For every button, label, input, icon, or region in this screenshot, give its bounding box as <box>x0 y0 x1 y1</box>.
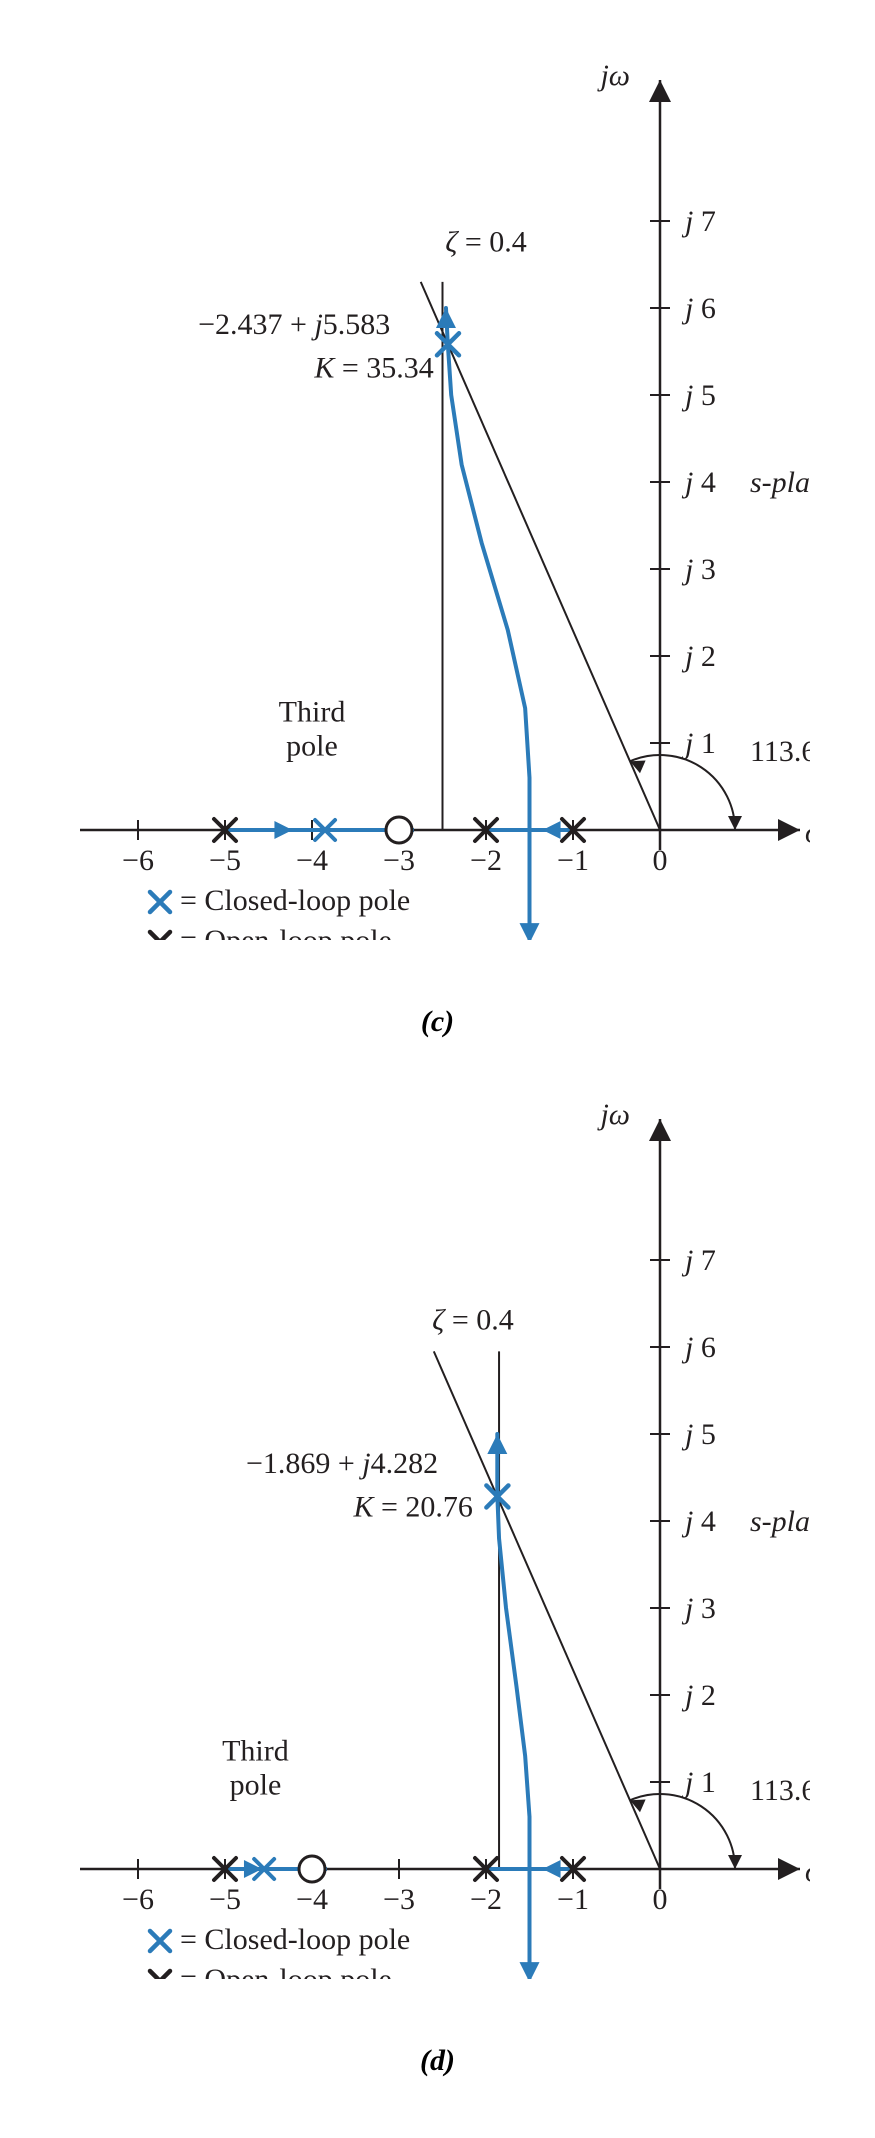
svg-text:−3: −3 <box>383 1883 415 1916</box>
svg-text:σ: σ <box>805 816 810 849</box>
svg-text:j 4: j 4 <box>681 466 716 499</box>
s-plane-label: s-plane <box>750 466 810 499</box>
svg-text:−1: −1 <box>557 1883 589 1916</box>
third-pole-label: Third <box>279 695 346 728</box>
svg-text:−3: −3 <box>383 844 415 877</box>
svg-text:−4: −4 <box>296 844 328 877</box>
svg-text:j 3: j 3 <box>681 553 716 586</box>
svg-text:j 2: j 2 <box>681 640 716 673</box>
third-pole-label: pole <box>286 729 338 762</box>
svg-text:0: 0 <box>653 844 668 877</box>
svg-text:j 1: j 1 <box>681 727 716 760</box>
svg-text:jω: jω <box>596 59 630 92</box>
svg-text:j 4: j 4 <box>681 1505 716 1538</box>
plot-panel-d: −6 −5 −4 −3 −2 −1 0 j 1 j 2 j 3 j 4 j 5 j 6 j 7 σ jω s-p… <box>20 1079 855 1984</box>
svg-text:−6: −6 <box>122 1883 154 1916</box>
closed-pole-coord-label: −2.437 + j5.583 <box>198 308 390 341</box>
svg-text:j 5: j 5 <box>681 1418 716 1451</box>
caption: (c) <box>20 1005 855 1039</box>
svg-text:= Closed-loop pole: = Closed-loop pole <box>180 1923 410 1956</box>
axes: −6 −5 −4 −3 −2 −1 0 j 1 j 2 j 3 j 4 j 5 j 6 j 7 σ jω s-p… <box>80 59 810 877</box>
root-locus-plot: −6 −5 −4 −3 −2 −1 0 j 1 j 2 j 3 j 4 j 5 j 6 j 7 σ jω s-p… <box>20 1079 810 1979</box>
zeta-line <box>434 1351 660 1869</box>
angle-arc <box>630 1794 735 1869</box>
zero-marker <box>299 1856 325 1882</box>
zeta-line <box>421 282 660 830</box>
gain-label: K = 20.76 <box>353 1491 473 1524</box>
svg-text:j 2: j 2 <box>681 1679 716 1712</box>
zero-marker <box>386 817 412 843</box>
closed-pole-coord-label: −1.869 + j4.282 <box>246 1447 438 1480</box>
svg-text:0: 0 <box>653 1883 668 1916</box>
svg-text:= Closed-loop pole: = Closed-loop pole <box>180 884 410 917</box>
svg-text:−6: −6 <box>122 844 154 877</box>
svg-text:−5: −5 <box>209 1883 241 1916</box>
gain-label: K = 35.34 <box>313 352 433 385</box>
third-pole-label: pole <box>230 1768 282 1801</box>
root-locus-plot: −6 −5 −4 −3 −2 −1 0 j 1 j 2 j 3 j 4 j 5 j 6 j 7 σ jω s-p… <box>20 40 810 940</box>
svg-text:−5: −5 <box>209 844 241 877</box>
legend: = Closed-loop pole = Open-loop pole <box>150 884 410 940</box>
svg-text:j 1: j 1 <box>681 1766 716 1799</box>
s-plane-label: s-plane <box>750 1505 810 1538</box>
angle-arc <box>630 755 735 830</box>
svg-text:j 7: j 7 <box>681 205 716 238</box>
svg-text:−2: −2 <box>470 844 502 877</box>
third-pole-label: Third <box>222 1734 289 1767</box>
angle-label: 113.6° <box>750 735 810 768</box>
svg-text:jω: jω <box>596 1098 630 1131</box>
svg-text:= Open-loop pole: = Open-loop pole <box>180 924 392 940</box>
svg-text:j 7: j 7 <box>681 1244 716 1277</box>
angle-label: 113.6° <box>750 1774 810 1807</box>
svg-text:j 6: j 6 <box>681 1331 716 1364</box>
svg-text:j 6: j 6 <box>681 292 716 325</box>
legend: = Closed-loop pole = Open-loop pole <box>150 1923 410 1979</box>
plot-panel-c: −6 −5 −4 −3 −2 −1 0 j 1 j 2 j 3 j 4 j 5 j 6 j 7 σ jω s-p… <box>20 40 855 945</box>
svg-text:−2: −2 <box>470 1883 502 1916</box>
svg-text:j 3: j 3 <box>681 1592 716 1625</box>
caption: (d) <box>20 2044 855 2078</box>
svg-text:σ: σ <box>805 1855 810 1888</box>
svg-text:−4: −4 <box>296 1883 328 1916</box>
svg-text:−1: −1 <box>557 844 589 877</box>
svg-text:j 5: j 5 <box>681 379 716 412</box>
zeta-label: ζ = 0.4 <box>445 225 527 258</box>
svg-text:= Open-loop pole: = Open-loop pole <box>180 1963 392 1979</box>
zeta-label: ζ = 0.4 <box>432 1304 514 1337</box>
